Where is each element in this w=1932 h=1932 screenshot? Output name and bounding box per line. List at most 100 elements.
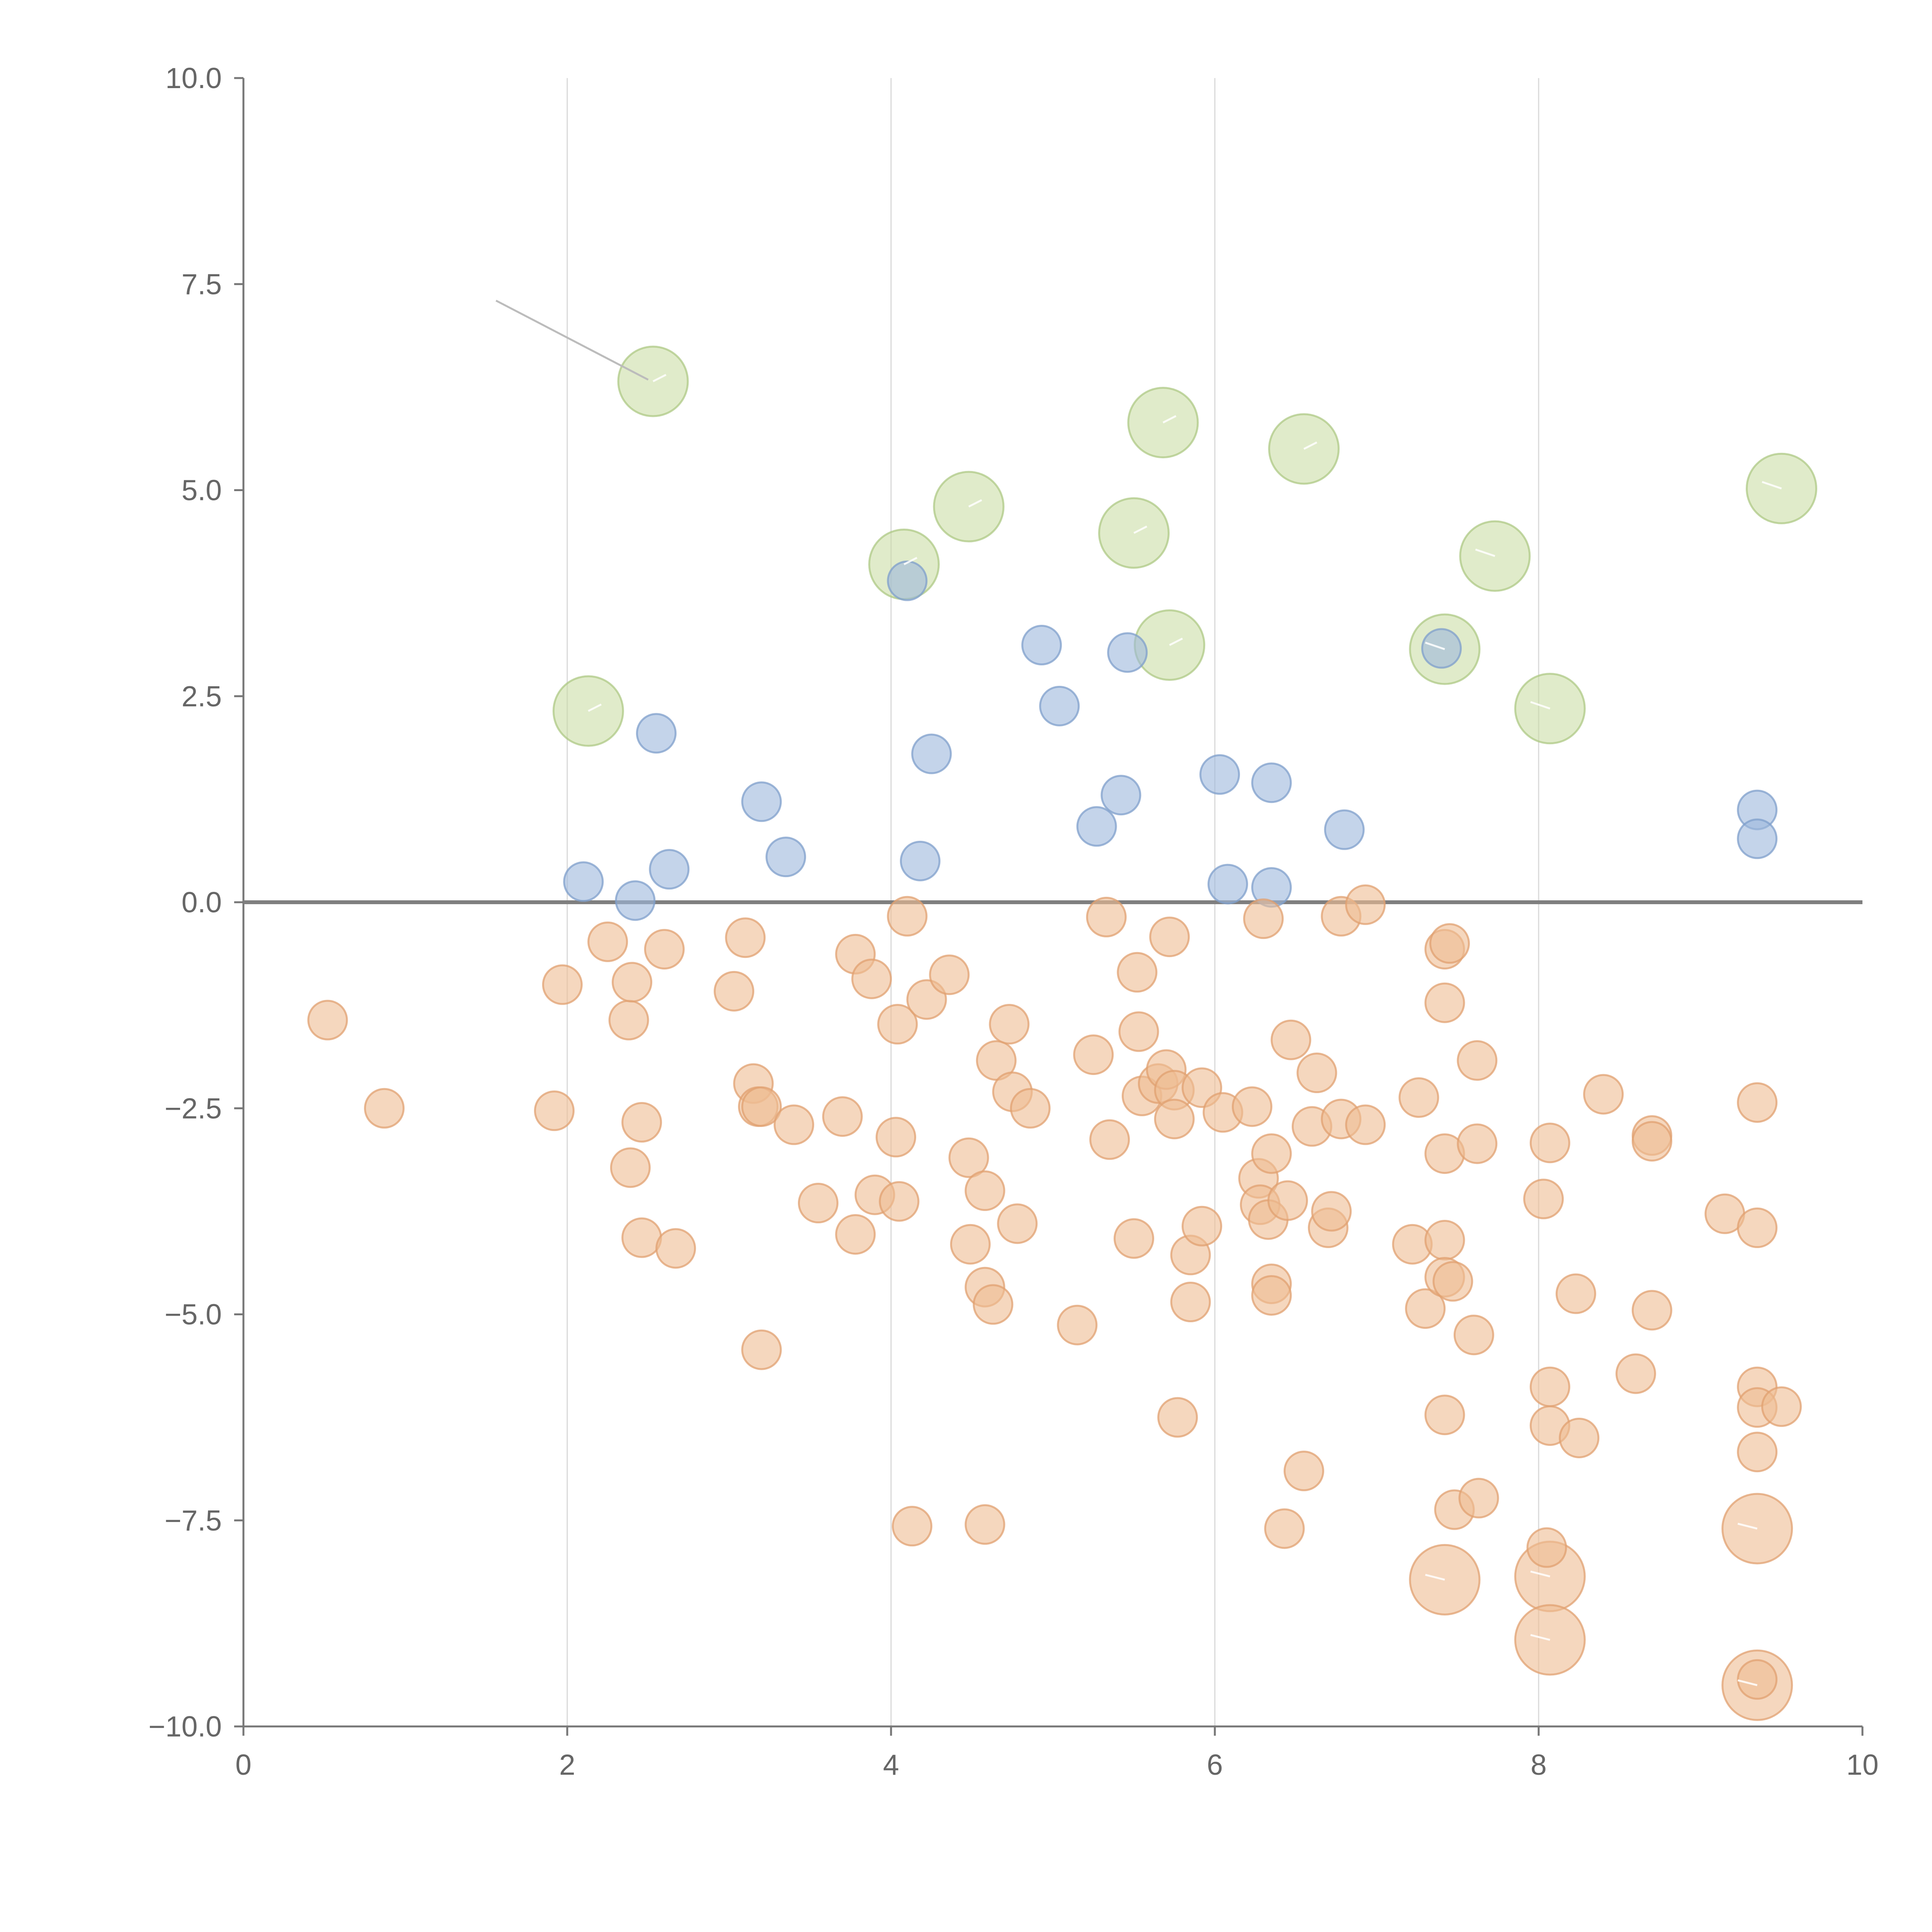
x-tick-label: 0 (235, 1748, 252, 1781)
negative-small-data-point (1737, 1082, 1778, 1123)
bubble-inner-mark (1737, 1679, 1758, 1686)
negative-small-data-point (948, 1137, 989, 1178)
positive-small-data-point (1251, 762, 1292, 803)
points-layer (307, 345, 1817, 1721)
negative-large-data-point (1409, 1544, 1481, 1616)
negative-small-data-point (1118, 1011, 1159, 1052)
negative-small-data-point (774, 1104, 815, 1145)
x-tick-label: 2 (559, 1748, 575, 1781)
negative-small-data-point (1631, 1290, 1672, 1331)
negative-small-data-point (1267, 1180, 1308, 1221)
negative-small-data-point (1149, 917, 1190, 957)
positive-small-data-point (1199, 754, 1240, 795)
positive-small-data-point (1021, 625, 1062, 666)
positive-small-data-point (563, 861, 604, 902)
y-tick-label: −5.0 (165, 1298, 222, 1331)
negative-small-data-point (587, 921, 628, 962)
bubble-inner-mark (1530, 1570, 1550, 1578)
negative-small-data-point (835, 1214, 876, 1255)
bubble-inner-mark (652, 374, 667, 383)
negative-small-data-point (1345, 1104, 1386, 1145)
positive-small-data-point (615, 880, 656, 921)
negative-small-data-point (822, 1096, 863, 1137)
negative-small-data-point (741, 1329, 782, 1370)
bubble-inner-mark (1425, 1574, 1445, 1581)
bubble-inner-mark (1475, 548, 1495, 557)
negative-small-data-point (608, 1000, 649, 1041)
negative-small-data-point (534, 1090, 575, 1131)
negative-small-data-point (1405, 1288, 1446, 1329)
leader-line (495, 299, 649, 381)
bubble-inner-mark (1303, 441, 1318, 450)
y-tick-label: 10.0 (165, 62, 222, 94)
x-tick-label: 10 (1846, 1748, 1878, 1781)
negative-small-data-point (1583, 1074, 1624, 1115)
negative-small-data-point (1529, 1366, 1570, 1407)
negative-small-data-point (1117, 952, 1158, 993)
positive-small-data-point (1737, 818, 1778, 859)
positive-small-data-point (1039, 685, 1080, 726)
y-tick-label: 0.0 (182, 886, 222, 918)
x-tick-label: 6 (1207, 1748, 1223, 1781)
negative-small-data-point (307, 1000, 348, 1041)
negative-small-data-point (877, 1004, 918, 1045)
negative-small-data-point (1251, 1133, 1292, 1174)
negative-small-data-point (973, 1284, 1014, 1325)
y-tick-label: −7.5 (165, 1504, 222, 1537)
negative-small-data-point (876, 1117, 917, 1158)
negative-small-data-point (1424, 982, 1465, 1023)
negative-small-data-point (1398, 1077, 1439, 1118)
negative-small-data-point (610, 1147, 651, 1188)
negative-small-data-point (1243, 898, 1284, 939)
negative-small-data-point (887, 896, 928, 937)
negative-small-data-point (1057, 1304, 1098, 1345)
bubble-inner-mark (1762, 481, 1782, 490)
negative-small-data-point (1264, 1508, 1305, 1549)
negative-small-data-point (989, 1004, 1030, 1045)
y-tick-label: 5.0 (182, 474, 222, 507)
positive-small-data-point (765, 837, 806, 878)
labels-layer: 0 2 4 6 8 10 10.0 7.5 5.0 2.5 0.0 −2.5 −5.0 −7.5 −10.0 (148, 62, 1879, 1781)
y-tick-label: −10.0 (148, 1710, 222, 1743)
negative-small-data-point (1529, 1122, 1570, 1163)
negative-small-data-point (621, 1217, 662, 1258)
positive-small-data-point (887, 560, 928, 601)
negative-small-data-point (950, 1224, 991, 1265)
bubble-inner-mark (1425, 641, 1445, 650)
positive-small-data-point (1324, 809, 1365, 850)
negative-small-data-point (1251, 1275, 1292, 1316)
negative-small-data-point (644, 929, 685, 970)
positive-small-data-point (636, 713, 677, 754)
y-tick-label: 7.5 (182, 268, 222, 300)
negative-small-data-point (1086, 896, 1127, 937)
negative-small-data-point (725, 917, 766, 958)
negative-small-data-point (714, 971, 755, 1012)
negative-small-data-point (1737, 1659, 1778, 1700)
negative-small-data-point (1424, 1395, 1465, 1435)
positive-small-data-point (1100, 775, 1141, 816)
annotation-layer (495, 299, 1782, 1686)
negative-small-data-point (1737, 1208, 1778, 1248)
y-tick-label: 2.5 (182, 680, 222, 713)
negative-small-data-point (1453, 1315, 1494, 1355)
negative-small-data-point (1073, 1034, 1114, 1075)
negative-small-data-point (1458, 1478, 1499, 1519)
axis-layer (234, 77, 1864, 1736)
negative-small-data-point (851, 958, 892, 999)
negative-small-data-point (741, 1086, 782, 1127)
negative-small-data-point (1170, 1282, 1211, 1323)
negative-small-data-point (1429, 923, 1470, 964)
negative-small-data-point (1424, 1220, 1465, 1261)
negative-small-data-point (1526, 1527, 1567, 1568)
negative-small-data-point (621, 1102, 662, 1143)
negative-small-data-point (655, 1228, 696, 1269)
positive-small-data-point (741, 781, 782, 822)
positive-small-data-point (911, 733, 952, 774)
negative-small-data-point (1010, 1088, 1051, 1129)
y-tick-label: −2.5 (165, 1092, 222, 1124)
negative-small-data-point (1631, 1121, 1672, 1162)
negative-small-data-point (879, 1181, 920, 1222)
x-tick-label: 4 (883, 1748, 899, 1781)
